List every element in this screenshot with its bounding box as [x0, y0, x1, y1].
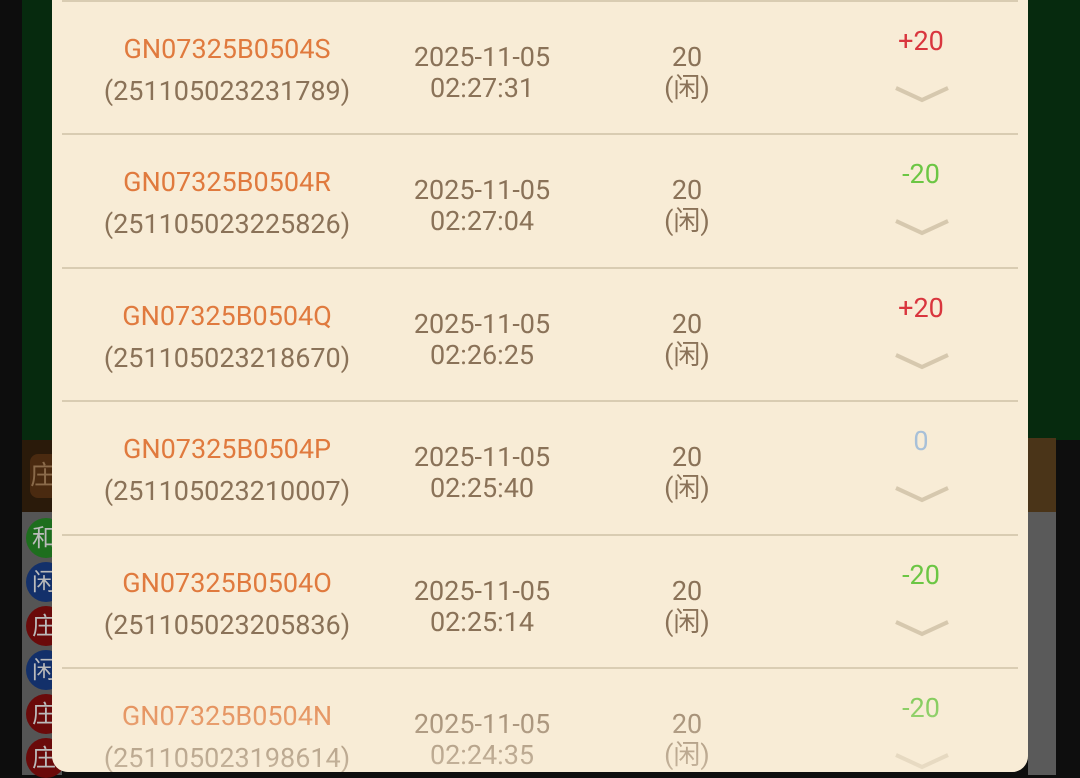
bet-value: 20: [671, 441, 703, 474]
bet-side: (闲): [664, 205, 710, 238]
bet-history-modal: GN07325B0504S (251105023231789) 2025-11-0…: [52, 0, 1028, 772]
bet-clock: 02:26:25: [429, 338, 535, 371]
game-id: GN07325B0504S (251105023231789): [62, 34, 392, 107]
order-number: (251105023210007): [103, 475, 351, 508]
chevron-down-icon[interactable]: [894, 84, 950, 104]
game-id: GN07325B0504N (251105023198614): [62, 700, 392, 773]
bet-date: 2025-11-05: [413, 708, 551, 740]
game-id: GN07325B0504O (251105023205836): [62, 566, 392, 641]
order-number: (251105023198614): [103, 742, 351, 773]
bet-value: 20: [671, 574, 703, 607]
record-row[interactable]: GN07325B0504R (251105023225826) 2025-11-0…: [62, 133, 1018, 266]
order-number: (251105023231789): [103, 75, 351, 107]
bet-side: (闲): [664, 739, 710, 771]
game-id-text: GN07325B0504O: [122, 566, 332, 599]
chevron-down-icon[interactable]: [894, 351, 950, 371]
bet-side: (闲): [664, 72, 710, 104]
bet-amount: 20 (闲): [637, 574, 737, 638]
bet-clock: 02:25:40: [429, 472, 535, 505]
game-table-right: [1028, 0, 1080, 440]
bet-date: 2025-11-05: [413, 41, 551, 73]
bet-amount: 20 (闲): [637, 307, 737, 371]
game-id: GN07325B0504R (251105023225826): [62, 167, 392, 240]
bet-value: 20: [671, 174, 703, 207]
bet-clock: 02:24:35: [429, 739, 535, 771]
bet-side: (闲): [664, 605, 710, 638]
bet-date: 2025-11-05: [413, 174, 551, 207]
bet-value: 20: [671, 708, 703, 740]
game-id: GN07325B0504Q (251105023218670): [62, 299, 392, 374]
result-amount: +20: [898, 25, 944, 57]
bet-time: 2025-11-05 02:27:31: [402, 42, 562, 104]
game-id: GN07325B0504P (251105023210007): [62, 434, 392, 507]
chevron-down-icon[interactable]: [894, 484, 950, 504]
game-id-text: GN07325B0504P: [122, 433, 332, 466]
bet-clock: 02:27:04: [429, 205, 535, 238]
result-amount: -20: [902, 692, 940, 724]
record-row[interactable]: GN07325B0504S (251105023231789) 2025-11-0…: [62, 0, 1018, 133]
record-row[interactable]: GN07325B0504N (251105023198614) 2025-11-0…: [62, 667, 1018, 772]
bet-side: (闲): [664, 338, 710, 371]
bet-clock: 02:27:31: [429, 72, 535, 104]
bet-time: 2025-11-05 02:24:35: [402, 709, 562, 771]
order-number: (251105023205836): [103, 608, 351, 641]
bet-date: 2025-11-05: [413, 307, 551, 340]
game-id-text: GN07325B0504N: [121, 700, 333, 732]
bet-amount: 20 (闲): [637, 175, 737, 237]
right-road-bg: [1028, 512, 1056, 775]
bet-date: 2025-11-05: [413, 574, 551, 607]
bet-value: 20: [671, 307, 703, 340]
bet-time: 2025-11-05 02:26:25: [402, 307, 562, 371]
record-row[interactable]: GN07325B0504Q (251105023218670) 2025-11-0…: [62, 266, 1018, 400]
record-row[interactable]: GN07325B0504P (251105023210007) 2025-11-0…: [62, 400, 1018, 533]
chevron-down-icon[interactable]: [894, 217, 950, 237]
bet-clock: 02:25:14: [429, 605, 535, 638]
bet-date: 2025-11-05: [413, 441, 551, 474]
result-amount: 0: [913, 425, 929, 458]
bet-amount: 20 (闲): [637, 709, 737, 771]
right-strip: [1028, 438, 1056, 512]
result-amount: -20: [902, 558, 940, 591]
bet-time: 2025-11-05 02:25:14: [402, 574, 562, 638]
game-id-text: GN07325B0504S: [123, 33, 331, 65]
record-row[interactable]: GN07325B0504O (251105023205836) 2025-11-0…: [62, 533, 1018, 667]
bet-time: 2025-11-05 02:25:40: [402, 442, 562, 504]
game-id-text: GN07325B0504Q: [122, 299, 332, 332]
bet-side: (闲): [664, 472, 710, 505]
order-number: (251105023218670): [103, 341, 351, 374]
bet-time: 2025-11-05 02:27:04: [402, 175, 562, 237]
result-amount: +20: [898, 291, 944, 324]
bet-amount: 20 (闲): [637, 442, 737, 504]
chevron-down-icon[interactable]: [894, 751, 950, 771]
order-number: (251105023225826): [103, 208, 351, 241]
game-id-text: GN07325B0504R: [123, 166, 331, 199]
result-amount: -20: [902, 158, 940, 191]
bet-value: 20: [671, 41, 703, 73]
chevron-down-icon[interactable]: [894, 618, 950, 638]
bet-amount: 20 (闲): [637, 42, 737, 104]
